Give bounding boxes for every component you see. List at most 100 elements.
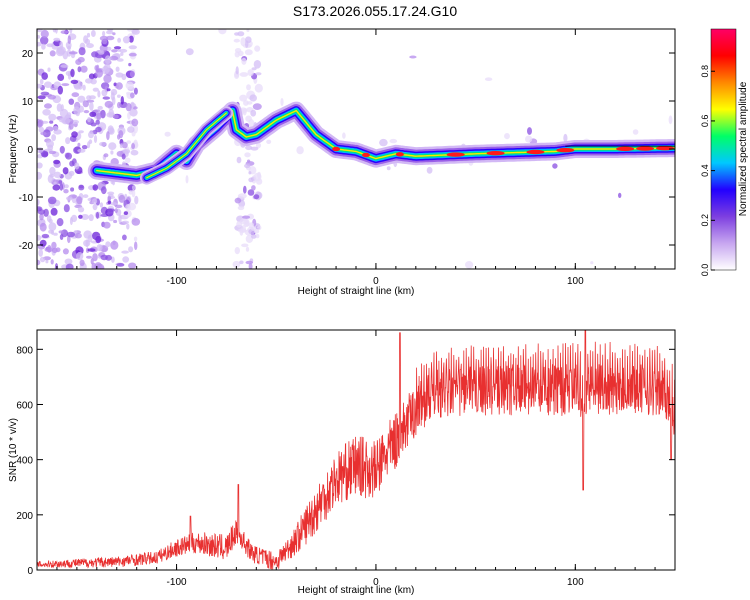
heatmap-cell <box>104 55 111 65</box>
heatmap-cell <box>101 186 107 195</box>
heatmap-cell <box>255 142 262 149</box>
heatmap-cell <box>243 185 247 194</box>
heatmap-cell <box>110 150 114 155</box>
heatmap-cell <box>49 120 54 124</box>
colorbar: 0.0 0.2 0.4 0.6 0.8 Normalized spectral ampl… <box>700 28 749 277</box>
heatmap-cell <box>247 159 251 163</box>
heatmap-cell <box>134 195 139 205</box>
heatmap-cell <box>107 125 114 134</box>
heatmap-cell <box>98 50 105 55</box>
heatmap-cell <box>102 96 111 100</box>
heatmap-cell <box>107 196 112 201</box>
heatmap-cell <box>126 223 130 230</box>
heatmap-cell <box>525 135 533 143</box>
heatmap-cell <box>128 246 134 253</box>
heatmap-cell <box>237 31 245 37</box>
heatmap-cell <box>484 77 493 81</box>
spectral-ridge <box>146 112 227 179</box>
heatmap-cell <box>87 116 91 123</box>
heatmap-cell <box>389 138 398 144</box>
heatmap-cell <box>103 74 112 84</box>
heatmap-cell <box>44 103 52 109</box>
snr-series-line <box>37 330 675 570</box>
heatmap-cell <box>235 66 239 75</box>
x-tick-label: -100 <box>167 276 187 287</box>
x-tick-label: 100 <box>567 276 584 287</box>
heatmap-cell <box>62 248 69 255</box>
heatmap-cell <box>65 152 72 160</box>
heatmap-cell <box>40 36 49 45</box>
heatmap-cell <box>103 221 111 229</box>
heatmap-cell <box>68 98 75 105</box>
heatmap-cell <box>249 94 257 102</box>
heatmap-cell <box>117 101 121 109</box>
heatmap-cell <box>527 127 532 135</box>
snr-ticks: -100 0 100 0 200 400 600 800 <box>16 330 676 588</box>
heatmap-peak <box>332 146 341 152</box>
heatmap-cell <box>76 196 83 205</box>
heatmap-peak <box>486 151 505 156</box>
heatmap-cell <box>60 104 64 112</box>
heatmap-cell <box>39 78 44 85</box>
heatmap-cell <box>78 214 83 219</box>
heatmap-cell <box>110 88 118 96</box>
heatmap-cell <box>88 214 94 222</box>
heatmap-cell <box>47 174 54 184</box>
heatmap-cell <box>218 29 227 35</box>
heatmap-cell <box>52 184 61 191</box>
x-tick-label: 0 <box>373 577 379 588</box>
heatmap-cell <box>37 29 43 33</box>
colorbar-tick-label: 0.4 <box>700 164 710 177</box>
heatmap-cell <box>41 43 46 50</box>
heatmap-cell <box>92 203 98 211</box>
heatmap-cell <box>115 82 123 90</box>
heatmap-cell <box>47 94 57 100</box>
snr-panel: -100 0 100 0 200 400 600 800 Height of straight… <box>8 329 676 596</box>
heatmap-cell <box>248 171 252 175</box>
heatmap-cell <box>64 184 69 189</box>
snr-y-axis-label: SNR (10 * v/v) <box>8 418 19 482</box>
heatmap-cell <box>379 138 388 147</box>
heatmap-cell <box>77 66 82 73</box>
heatmap-cell <box>102 30 106 37</box>
heatmap-cell <box>106 131 110 141</box>
colorbar-tick-label: 0.2 <box>700 214 710 227</box>
heatmap-peak <box>616 146 635 152</box>
heatmap-cell <box>77 206 85 213</box>
heatmap-cell <box>128 45 137 50</box>
heatmap-cell <box>254 83 263 93</box>
heatmap-cell <box>108 142 117 151</box>
heatmap-cell <box>117 134 121 140</box>
heatmap-cell <box>57 85 63 95</box>
heatmap-cell <box>106 88 111 92</box>
heatmap-cell <box>117 37 121 43</box>
heatmap-cell <box>38 126 44 133</box>
heatmap-cell <box>41 233 50 239</box>
heatmap-cell <box>59 234 64 240</box>
heatmap-cell <box>131 29 140 35</box>
heatmap-cell <box>245 246 250 252</box>
heatmap-cell <box>128 262 137 269</box>
heatmap-cell <box>234 247 240 255</box>
heatmap-cell <box>71 131 78 138</box>
heatmap-cell <box>47 245 52 253</box>
heatmap-cell <box>47 67 51 72</box>
heatmap-cell <box>103 63 111 73</box>
heatmap-cell <box>92 184 99 191</box>
heatmap-cell <box>106 35 115 41</box>
heatmap-cell <box>71 214 78 223</box>
heatmap-cell <box>86 95 92 101</box>
heatmap-cell <box>37 41 42 47</box>
colorbar-tick-label: 0.0 <box>700 264 710 277</box>
colorbar-label: Normalized spectral amplitude <box>738 81 749 216</box>
heatmap-cell <box>39 213 44 221</box>
heatmap-cell <box>41 150 49 158</box>
heatmap-cell <box>246 101 253 105</box>
heatmap-peak <box>636 146 655 151</box>
heatmap-cell <box>632 129 639 135</box>
heatmap-cell <box>245 40 249 48</box>
heatmap-cell <box>40 29 49 39</box>
heatmap-cell <box>251 67 257 71</box>
heatmap-cell <box>67 71 72 80</box>
heatmap-cell <box>95 235 102 244</box>
